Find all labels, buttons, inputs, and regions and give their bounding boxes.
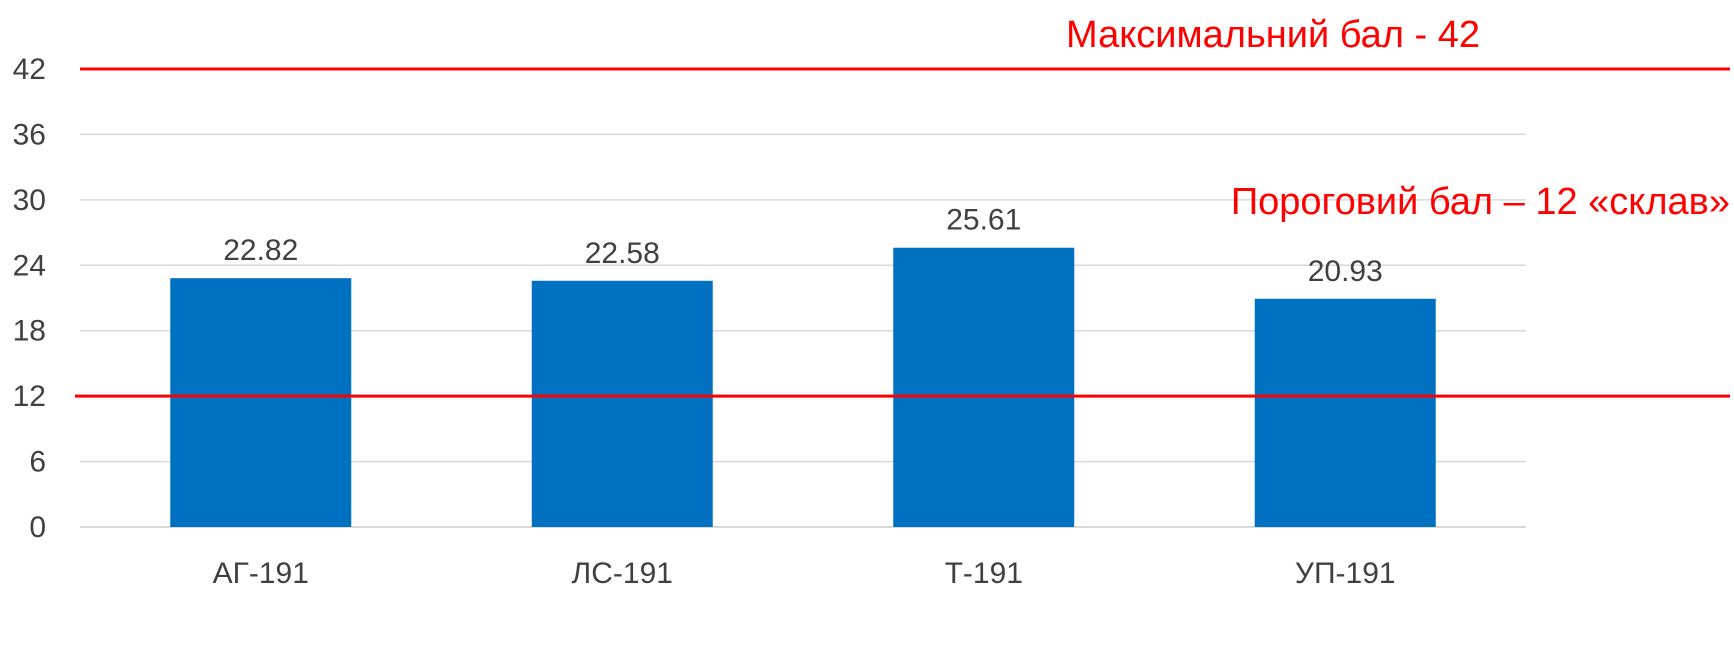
data-label-уп-191: 20.93	[1308, 255, 1383, 288]
x-axis-ticks: АГ-191 ЛС-191 Т-191 УП-191	[213, 557, 1396, 590]
bars	[170, 247, 1436, 527]
bar-лс-191	[531, 280, 713, 527]
y-tick-label-36: 36	[13, 118, 46, 151]
reference-label-42: Максимальний бал - 42	[1066, 14, 1480, 56]
data-label-аг-191: 22.82	[223, 234, 298, 267]
data-labels: 22.82 22.58 25.61 20.93	[223, 204, 1383, 288]
data-label-лс-191: 22.58	[585, 237, 660, 270]
y-axis-ticks: 0 6 12 18 24 30 36 42	[13, 53, 46, 544]
x-tick-label-аг-191: АГ-191	[213, 557, 309, 590]
y-tick-label-6: 6	[29, 446, 46, 479]
reference-lines: Максимальний бал - 42 Пороговий бал – 12 …	[75, 14, 1730, 398]
y-tick-label-42: 42	[13, 53, 46, 86]
x-tick-label-т-191: Т-191	[945, 557, 1023, 590]
y-tick-label-12: 12	[13, 380, 46, 413]
bar-аг-191	[170, 278, 352, 527]
x-tick-label-уп-191: УП-191	[1295, 557, 1396, 590]
y-tick-label-0: 0	[29, 511, 46, 544]
bar-уп-191	[1254, 298, 1436, 527]
x-tick-label-лс-191: ЛС-191	[572, 557, 673, 590]
y-tick-label-24: 24	[13, 249, 46, 282]
data-label-т-191: 25.61	[946, 204, 1021, 237]
reference-label-12: Пороговий бал – 12 «склав»	[1231, 181, 1730, 223]
y-tick-label-30: 30	[13, 184, 46, 217]
bar-т-191	[893, 247, 1075, 527]
y-tick-label-18: 18	[13, 315, 46, 348]
